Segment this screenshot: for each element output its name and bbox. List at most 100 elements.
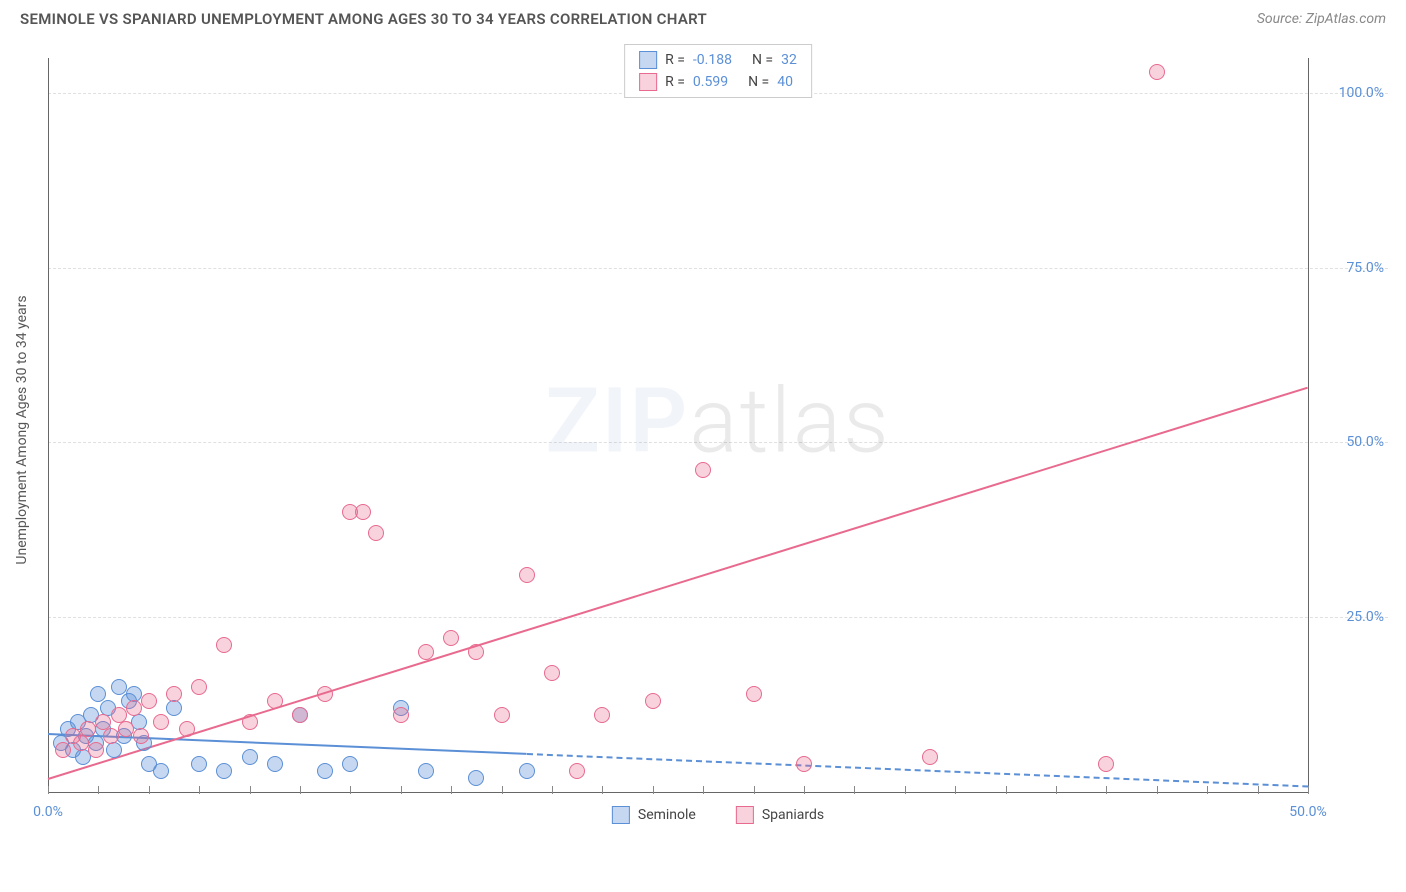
scatter-point-spaniards xyxy=(179,721,195,737)
stats-n-label: N = xyxy=(748,74,769,90)
scatter-point-spaniards xyxy=(922,749,938,765)
scatter-point-seminole xyxy=(106,742,122,758)
gridline xyxy=(48,442,1388,443)
legend-swatch xyxy=(639,73,657,91)
scatter-point-spaniards xyxy=(368,525,384,541)
scatter-point-spaniards xyxy=(133,728,149,744)
x-tick xyxy=(98,786,99,794)
scatter-point-spaniards xyxy=(544,665,560,681)
x-tick xyxy=(703,786,704,794)
x-tick xyxy=(955,786,956,794)
scatter-point-spaniards xyxy=(796,756,812,772)
x-tick xyxy=(48,786,49,794)
scatter-point-spaniards xyxy=(1149,64,1165,80)
stats-r-label: R = xyxy=(665,74,685,90)
gridline xyxy=(48,617,1388,618)
scatter-point-seminole xyxy=(468,770,484,786)
scatter-point-spaniards xyxy=(1098,756,1114,772)
scatter-point-spaniards xyxy=(418,644,434,660)
y-axis-label: Unemployment Among Ages 30 to 34 years xyxy=(14,295,30,564)
y-tick-label: 25.0% xyxy=(1346,609,1384,625)
scatter-point-spaniards xyxy=(216,637,232,653)
legend-item-seminole: Seminole xyxy=(612,806,696,824)
scatter-point-spaniards xyxy=(393,707,409,723)
x-tick xyxy=(149,786,150,794)
scatter-point-spaniards xyxy=(73,735,89,751)
scatter-point-spaniards xyxy=(292,707,308,723)
scatter-point-spaniards xyxy=(746,686,762,702)
scatter-point-spaniards xyxy=(468,644,484,660)
scatter-point-seminole xyxy=(418,763,434,779)
x-tick xyxy=(854,786,855,794)
stats-n-value: 40 xyxy=(777,74,793,90)
scatter-point-seminole xyxy=(153,763,169,779)
x-tick-label: 50.0% xyxy=(1289,804,1327,820)
x-tick xyxy=(199,786,200,794)
stats-r-value: -0.188 xyxy=(693,52,732,68)
scatter-point-spaniards xyxy=(153,714,169,730)
x-tick xyxy=(754,786,755,794)
y-axis-right xyxy=(1308,58,1309,792)
scatter-point-spaniards xyxy=(355,504,371,520)
scatter-point-seminole xyxy=(111,679,127,695)
x-tick xyxy=(300,786,301,794)
scatter-point-seminole xyxy=(242,749,258,765)
x-tick xyxy=(905,786,906,794)
gridline xyxy=(48,268,1388,269)
source-attribution: Source: ZipAtlas.com xyxy=(1257,11,1386,27)
x-tick xyxy=(804,786,805,794)
scatter-point-seminole xyxy=(267,756,283,772)
correlation-stats-box: R = -0.188N = 32R = 0.599N = 40 xyxy=(624,44,812,98)
legend-label: Seminole xyxy=(638,807,696,823)
scatter-point-spaniards xyxy=(191,679,207,695)
stats-row-seminole: R = -0.188N = 32 xyxy=(639,49,797,71)
scatter-point-spaniards xyxy=(126,700,142,716)
scatter-point-spaniards xyxy=(494,707,510,723)
scatter-point-seminole xyxy=(519,763,535,779)
scatter-point-spaniards xyxy=(55,742,71,758)
stats-r-value: 0.599 xyxy=(693,74,728,90)
chart-plot-area: 25.0%50.0%75.0%100.0%0.0%50.0%R = -0.188… xyxy=(48,42,1388,832)
scatter-point-seminole xyxy=(216,763,232,779)
legend-label: Spaniards xyxy=(762,807,824,823)
y-tick-label: 50.0% xyxy=(1346,434,1384,450)
y-tick-label: 100.0% xyxy=(1339,85,1384,101)
legend-swatch xyxy=(736,806,754,824)
x-tick xyxy=(552,786,553,794)
scatter-point-spaniards xyxy=(519,567,535,583)
scatter-point-seminole xyxy=(191,756,207,772)
x-tick xyxy=(502,786,503,794)
scatter-point-spaniards xyxy=(118,721,134,737)
x-tick xyxy=(451,786,452,794)
x-tick xyxy=(1056,786,1057,794)
stats-r-label: R = xyxy=(665,52,685,68)
scatter-point-spaniards xyxy=(242,714,258,730)
x-tick xyxy=(1207,786,1208,794)
x-tick xyxy=(602,786,603,794)
scatter-point-spaniards xyxy=(88,742,104,758)
legend-item-spaniards: Spaniards xyxy=(736,806,824,824)
legend-swatch xyxy=(612,806,630,824)
x-tick xyxy=(1258,786,1259,794)
legend-swatch xyxy=(639,51,657,69)
scatter-point-spaniards xyxy=(443,630,459,646)
scatter-point-spaniards xyxy=(645,693,661,709)
scatter-point-seminole xyxy=(166,700,182,716)
regression-line-seminole xyxy=(527,753,1308,788)
scatter-point-spaniards xyxy=(141,693,157,709)
scatter-point-spaniards xyxy=(695,462,711,478)
scatter-point-spaniards xyxy=(80,721,96,737)
x-tick xyxy=(1006,786,1007,794)
scatter-point-spaniards xyxy=(569,763,585,779)
x-axis xyxy=(48,792,1308,793)
x-tick xyxy=(1157,786,1158,794)
x-tick-label: 0.0% xyxy=(33,804,63,820)
stats-row-spaniards: R = 0.599 N = 40 xyxy=(639,71,797,93)
scatter-point-spaniards xyxy=(317,686,333,702)
y-tick-label: 75.0% xyxy=(1346,260,1384,276)
x-tick xyxy=(350,786,351,794)
chart-title: SEMINOLE VS SPANIARD UNEMPLOYMENT AMONG … xyxy=(20,10,707,28)
scatter-point-seminole xyxy=(342,756,358,772)
legend: Seminole Spaniards xyxy=(612,806,824,824)
scatter-point-spaniards xyxy=(267,693,283,709)
